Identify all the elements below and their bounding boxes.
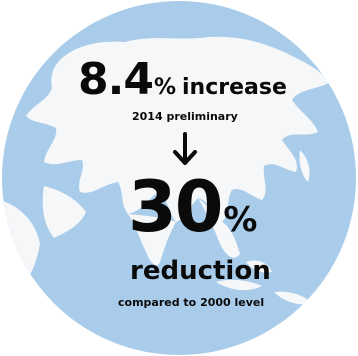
- reduction-value: 30: [128, 166, 223, 248]
- landmass-island-3: [274, 291, 312, 305]
- down-arrow-icon: [173, 132, 197, 165]
- increase-percent-sign: %: [153, 75, 176, 100]
- reduction-percent-sign: %: [223, 200, 258, 240]
- landmass-island-1: [216, 279, 262, 291]
- reduction-stat: 30%: [128, 172, 258, 242]
- landmass-island-2: [246, 260, 272, 273]
- reduction-note: compared to 2000 level: [118, 296, 265, 309]
- reduction-label: reduction: [130, 256, 271, 286]
- landmass-india: [128, 214, 176, 266]
- landmass-southeast-asia: [198, 198, 240, 258]
- increase-stat: 8.4% increase: [78, 58, 287, 102]
- increase-value: 8.4: [78, 54, 154, 105]
- increase-label: increase: [182, 75, 287, 100]
- increase-note: 2014 preliminary: [132, 110, 238, 123]
- landmass-japan: [299, 150, 310, 182]
- landmass-arabia: [42, 186, 86, 238]
- landmass-eurasia: [26, 36, 330, 223]
